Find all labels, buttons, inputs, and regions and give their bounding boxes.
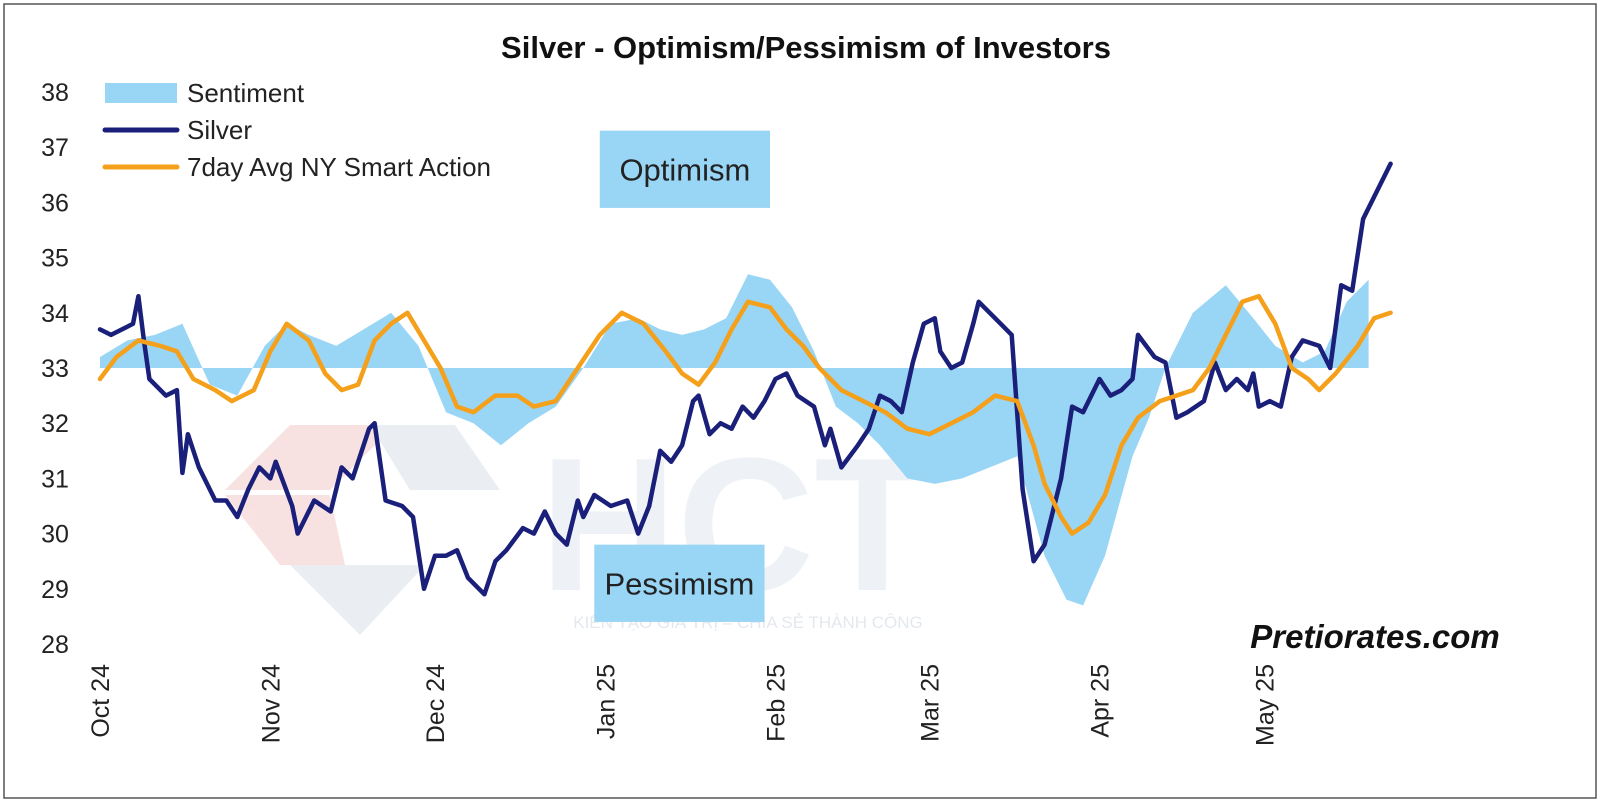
- y-tick-label: 37: [41, 134, 69, 162]
- legend-label-silver: Silver: [187, 115, 252, 145]
- watermark: HCT KIẾN TẠO GIÁ TRỊ – CHIA SẺ THÀNH CÔN…: [225, 419, 930, 635]
- y-tick-label: 36: [41, 189, 69, 217]
- y-tick-label: 33: [41, 355, 69, 383]
- watermark-diamond-bottom: [290, 565, 425, 635]
- line-layer: [97, 161, 1393, 597]
- x-tick-label: Apr 25: [1087, 664, 1115, 738]
- y-tick-label: 35: [41, 245, 69, 273]
- credit-label: Pretiorates.com: [1250, 618, 1499, 655]
- legend-swatch-sentiment: [105, 83, 177, 103]
- legend-label-7day-avg-ny-smart-action: 7day Avg NY Smart Action: [187, 152, 491, 182]
- optimism-box: [599, 130, 771, 208]
- y-tick-label: 34: [41, 300, 69, 328]
- watermark-diamond-left: [225, 495, 345, 565]
- x-tick-label: Feb 25: [763, 664, 791, 742]
- series-7day-avg-ny-smart-action-line: [97, 293, 1393, 536]
- x-tick-label: Jan 25: [592, 664, 620, 739]
- y-tick-label: 29: [41, 576, 69, 604]
- pessimism-label: Pessimism: [604, 566, 754, 601]
- x-tick-label: Mar 25: [916, 664, 944, 742]
- legend-label-sentiment: Sentiment: [187, 78, 305, 108]
- chart-frame: [3, 3, 1597, 799]
- x-tick-label: May 25: [1251, 664, 1279, 746]
- y-tick-label: 38: [41, 79, 69, 107]
- x-tick-label: Dec 24: [422, 664, 450, 743]
- y-axis: 28 29 30 31 32 33 34 35 36 37 38: [41, 79, 69, 659]
- chart-title: Silver - Optimism/Pessimism of Investors: [501, 30, 1111, 65]
- y-tick-label: 31: [41, 465, 69, 493]
- pessimism-box: [594, 544, 765, 622]
- optimism-label: Optimism: [619, 152, 750, 187]
- x-axis: Oct 24 Nov 24 Dec 24 Jan 25 Feb 25 Mar 25 Apr …: [87, 664, 1279, 746]
- y-tick-label: 30: [41, 521, 69, 549]
- series-silver-line: [97, 161, 1393, 597]
- x-tick-label: Oct 24: [87, 664, 115, 738]
- y-tick-label: 28: [41, 631, 69, 659]
- watermark-diamond-right: [370, 425, 500, 490]
- annotation-layer: Optimism Pessimism: [594, 130, 771, 622]
- legend: Sentiment Silver 7day Avg NY Smart Action: [102, 78, 491, 182]
- x-tick-label: Nov 24: [257, 664, 285, 743]
- y-tick-label: 32: [41, 410, 69, 438]
